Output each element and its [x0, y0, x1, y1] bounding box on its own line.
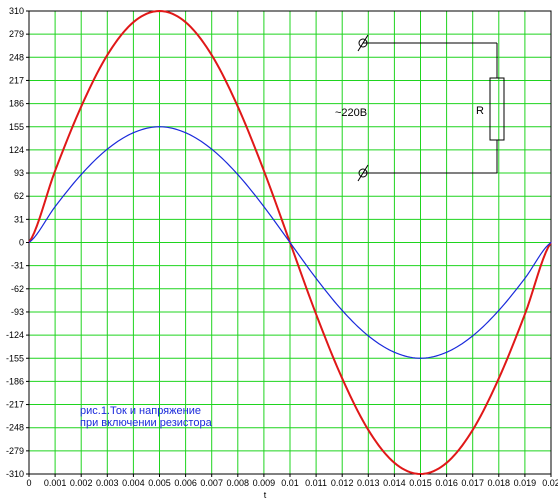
x-tick-label: 0.02 [542, 478, 558, 488]
series-group [28, 9, 552, 476]
x-tick-label: 0.014 [383, 478, 406, 488]
x-tick-label: 0 [26, 478, 31, 488]
grid [28, 10, 552, 475]
x-tick-label: 0.01 [281, 478, 299, 488]
series-point [315, 277, 317, 279]
x-tick-label: 0.015 [409, 478, 432, 488]
y-tick-label: -248 [6, 423, 24, 433]
series-point [132, 132, 134, 134]
x-axis-label: t [264, 490, 267, 500]
series-point [315, 313, 317, 315]
caption-line-2: при включении резистора [80, 417, 213, 429]
y-tick-label: -279 [6, 446, 24, 456]
x-tick-label: 0.013 [357, 478, 380, 488]
series-point [211, 148, 213, 150]
series-point [54, 170, 56, 172]
x-tick-label: 0.006 [174, 478, 197, 488]
series-point [524, 313, 526, 315]
series-point [158, 126, 161, 128]
x-tick-labels: 0 0.001 0.002 0.003 0.004 0.005 0.006 0.007 0.00… [26, 474, 558, 488]
voltage-label: ~220В [335, 107, 367, 119]
series-point [341, 377, 343, 380]
y-tick-label: 0 [19, 238, 24, 248]
y-tick-label: 217 [9, 75, 24, 85]
x-tick-label: 0.003 [96, 478, 119, 488]
resistor-symbol [489, 77, 505, 141]
series-point [524, 277, 526, 279]
y-tick-label: -93 [11, 307, 24, 317]
y-tick-label: -124 [6, 330, 24, 340]
y-tick-label: 31 [14, 214, 24, 224]
x-tick-label: 0.004 [122, 478, 145, 488]
x-tick-label: 0.005 [148, 478, 171, 488]
y-tick-label: 155 [9, 122, 24, 132]
series-point [367, 429, 369, 431]
y-tick-label: 186 [9, 99, 24, 109]
y-tick-label: 93 [14, 168, 24, 178]
y-tick-label: 279 [9, 29, 24, 39]
series-point [263, 170, 265, 172]
caption-line-1: рис.1.Ток и напряжение [80, 405, 201, 417]
x-tick-label: 0.016 [435, 478, 458, 488]
series-point [367, 335, 369, 337]
y-tick-label: -31 [11, 261, 24, 271]
terminal-top-icon [358, 38, 368, 48]
x-tick-label: 0.018 [488, 478, 511, 488]
x-tick-label: 0.019 [514, 478, 537, 488]
y-tick-labels: 3102792482171861551249362310-31-62-93-12… [6, 6, 29, 479]
series-point [446, 351, 448, 353]
series-point [393, 351, 395, 353]
series-point [550, 241, 552, 244]
series-point [498, 377, 500, 380]
x-tick-label: 0.007 [200, 478, 223, 488]
series-point [393, 462, 395, 464]
series-point [106, 148, 108, 150]
y-tick-label: -155 [6, 353, 24, 363]
y-tick-label: 310 [9, 6, 24, 16]
series-point [341, 309, 343, 312]
series-point [106, 54, 108, 56]
y-tick-label: -217 [6, 400, 24, 410]
series-point [263, 206, 265, 208]
x-tick-label: 0.009 [253, 478, 276, 488]
y-tick-label: 62 [14, 191, 24, 201]
series-point [237, 173, 239, 176]
x-tick-label: 0.011 [305, 478, 327, 488]
y-tick-label: 124 [9, 145, 24, 155]
series-point [158, 10, 161, 12]
series-point [132, 21, 134, 23]
series-point [185, 132, 187, 134]
y-tick-label: -186 [6, 376, 24, 386]
y-tick-label: -62 [11, 284, 24, 294]
series-point [446, 462, 448, 464]
series-point [472, 429, 474, 431]
series-point [419, 357, 422, 359]
series-point [54, 206, 56, 208]
series-point [80, 173, 82, 176]
y-tick-label: 248 [9, 52, 24, 62]
series-point [237, 105, 239, 108]
circuit-diagram [357, 34, 505, 182]
series-point [185, 21, 187, 23]
x-tick-label: 0.001 [44, 478, 67, 488]
x-tick-label: 0.012 [331, 478, 354, 488]
x-tick-label: 0.002 [70, 478, 93, 488]
resistor-label: R [476, 105, 484, 117]
terminal-bottom-icon [358, 168, 368, 178]
y-tick-label: -310 [6, 469, 24, 479]
series-point [498, 309, 500, 312]
x-tick-label: 0.017 [461, 478, 484, 488]
series-point [211, 54, 213, 56]
x-tick-label: 0.008 [227, 478, 250, 488]
series-point [289, 241, 291, 244]
series-point [472, 335, 474, 337]
series-point [80, 105, 82, 108]
